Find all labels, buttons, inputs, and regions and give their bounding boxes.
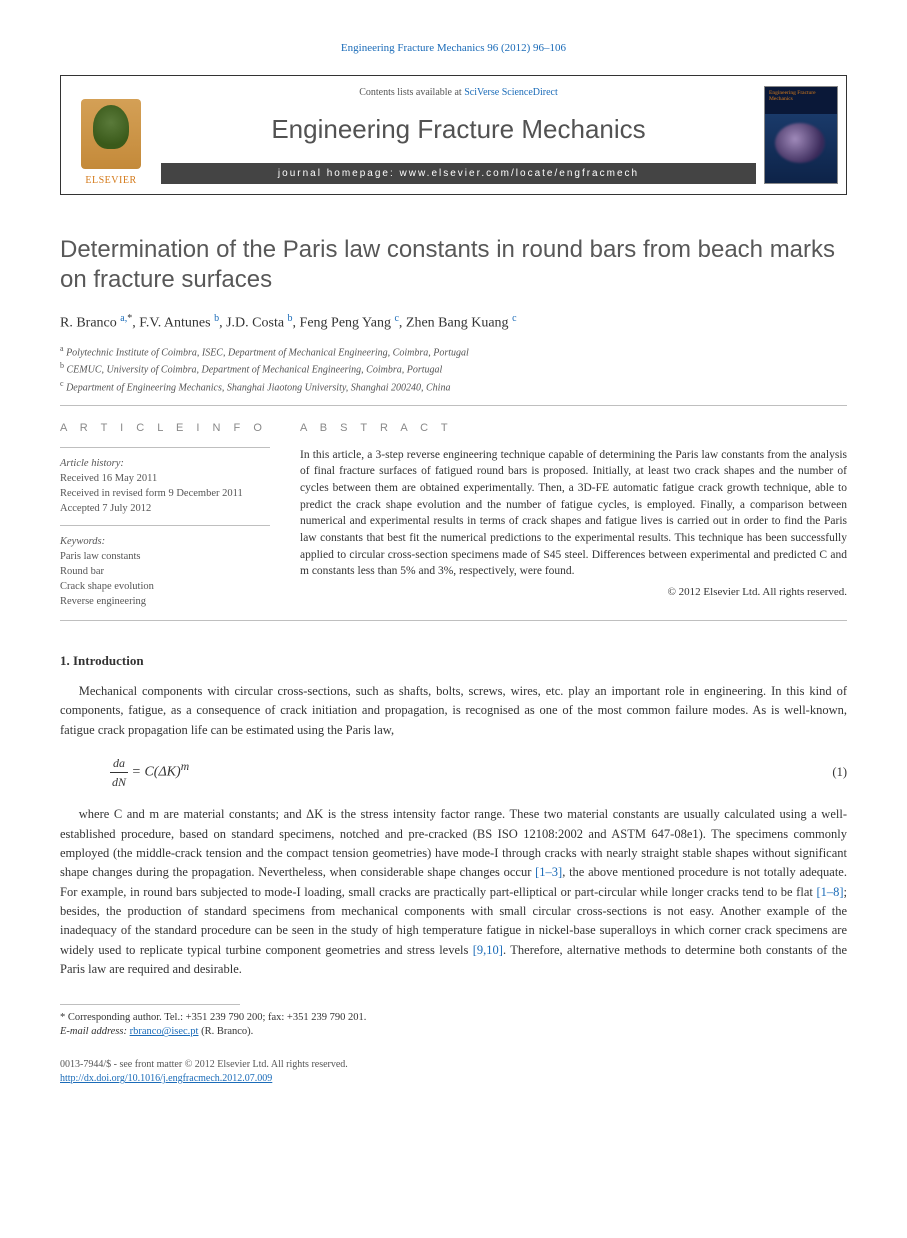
footer-block: 0013-7944/$ - see front matter © 2012 El… [60, 1058, 847, 1086]
article-title: Determination of the Paris law constants… [60, 235, 847, 295]
history-line: Received in revised form 9 December 2011 [60, 486, 270, 501]
abstract-heading: A B S T R A C T [300, 420, 847, 437]
equation-number: (1) [832, 763, 847, 782]
keyword: Round bar [60, 564, 270, 579]
section-heading: 1. Introduction [60, 651, 847, 671]
sciencedirect-link[interactable]: SciVerse ScienceDirect [464, 87, 558, 98]
affiliations: a Polytechnic Institute of Coimbra, ISEC… [60, 343, 847, 395]
article-history: Article history: Received 16 May 2011Rec… [60, 456, 270, 517]
elsevier-tree-icon [81, 99, 141, 169]
contents-available: Contents lists available at SciVerse Sci… [359, 85, 558, 100]
keyword: Reverse engineering [60, 594, 270, 609]
equation-row: da dN = C(ΔK)m (1) [110, 754, 847, 791]
affiliation-line: a Polytechnic Institute of Coimbra, ISEC… [60, 343, 847, 360]
corresponding-author-footnote: * Corresponding author. Tel.: +351 239 7… [60, 1011, 847, 1040]
journal-title: Engineering Fracture Mechanics [271, 110, 645, 149]
article-info-heading: A R T I C L E I N F O [60, 420, 270, 437]
keywords-block: Keywords: Paris law constantsRound barCr… [60, 534, 270, 610]
abstract-copyright: © 2012 Elsevier Ltd. All rights reserved… [300, 584, 847, 601]
author-list: R. Branco a,*, F.V. Antunes b, J.D. Cost… [60, 311, 847, 334]
divider [60, 525, 270, 526]
divider [60, 405, 847, 406]
journal-reference: Engineering Fracture Mechanics 96 (2012)… [60, 40, 847, 57]
keyword: Crack shape evolution [60, 579, 270, 594]
cover-label: Engineering Fracture Mechanics [769, 90, 837, 102]
journal-homepage-bar: journal homepage: www.elsevier.com/locat… [161, 163, 756, 184]
doi-link[interactable]: http://dx.doi.org/10.1016/j.engfracmech.… [60, 1073, 272, 1084]
citation-link[interactable]: [9,10] [473, 943, 503, 957]
issn-line: 0013-7944/$ - see front matter © 2012 El… [60, 1058, 847, 1072]
eq-superscript: m [181, 760, 189, 773]
abstract-text: In this article, a 3-step reverse engine… [300, 447, 847, 580]
affiliation-line: c Department of Engineering Mechanics, S… [60, 378, 847, 395]
elsevier-label: ELSEVIER [85, 173, 136, 188]
keywords-label: Keywords: [60, 536, 105, 547]
history-line: Accepted 7 July 2012 [60, 501, 270, 516]
affiliation-line: b CEMUC, University of Coimbra, Departme… [60, 360, 847, 377]
abstract-column: A B S T R A C T In this article, a 3-ste… [300, 420, 847, 609]
corr-email-person: (R. Branco). [201, 1026, 253, 1037]
homepage-url[interactable]: www.elsevier.com/locate/engfracmech [400, 168, 640, 179]
footnote-rule [60, 1004, 240, 1005]
section-title: Introduction [73, 653, 144, 668]
keyword: Paris law constants [60, 549, 270, 564]
publisher-logo-block: ELSEVIER [61, 76, 161, 194]
journal-header-center: Contents lists available at SciVerse Sci… [161, 76, 756, 194]
contents-prefix: Contents lists available at [359, 87, 464, 98]
eq-denominator: dN [110, 773, 128, 791]
divider [60, 447, 270, 448]
eq-numerator: da [110, 754, 128, 773]
journal-header: ELSEVIER Contents lists available at Sci… [60, 75, 847, 195]
history-label: Article history: [60, 458, 124, 469]
eq-rhs: = C(ΔK) [128, 765, 181, 780]
info-abstract-row: A R T I C L E I N F O Article history: R… [60, 420, 847, 609]
history-line: Received 16 May 2011 [60, 471, 270, 486]
section-number: 1. [60, 653, 70, 668]
corr-author-line: * Corresponding author. Tel.: +351 239 7… [60, 1011, 847, 1026]
journal-cover-thumbnail: Engineering Fracture Mechanics [764, 86, 838, 184]
paragraph: Mechanical components with circular cros… [60, 682, 847, 740]
citation-link[interactable]: [1–3] [535, 865, 562, 879]
journal-cover-block: Engineering Fracture Mechanics [756, 76, 846, 194]
email-label: E-mail address: [60, 1026, 127, 1037]
article-info-column: A R T I C L E I N F O Article history: R… [60, 420, 270, 609]
homepage-label: journal homepage: [278, 168, 400, 179]
equation: da dN = C(ΔK)m [110, 754, 189, 791]
section-introduction: 1. Introduction Mechanical components wi… [60, 651, 847, 980]
divider [60, 620, 847, 621]
journal-ref-link[interactable]: Engineering Fracture Mechanics 96 (2012)… [341, 42, 566, 54]
paragraph: where C and m are material constants; an… [60, 805, 847, 979]
corr-email-link[interactable]: rbranco@isec.pt [130, 1026, 199, 1037]
citation-link[interactable]: [1–8] [816, 885, 843, 899]
